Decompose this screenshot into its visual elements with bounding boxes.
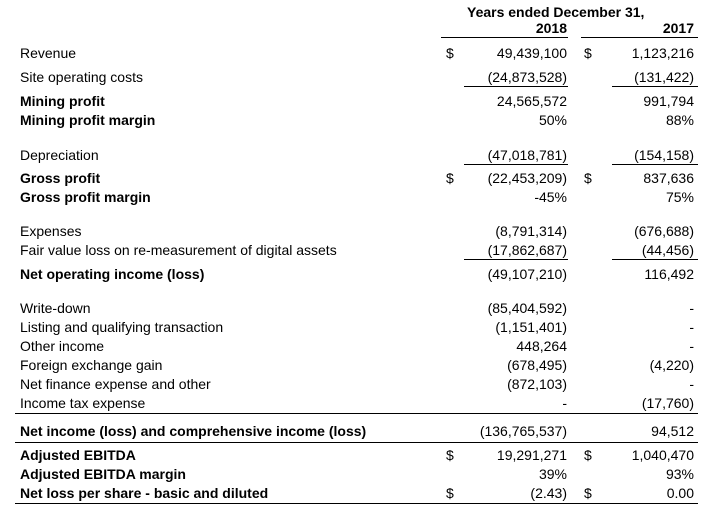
value-2017: (676,688): [634, 223, 694, 239]
value-2018: (17,862,687): [487, 242, 567, 258]
total-rule: [15, 442, 698, 443]
value-2018: 24,565,572: [496, 93, 567, 109]
row-label: Other income: [20, 338, 105, 354]
value-2017: 1,123,216: [631, 45, 694, 61]
header-rule-2018: [441, 37, 568, 38]
value-2018: 50%: [538, 112, 567, 128]
value-2018: (2.43): [530, 485, 567, 501]
period-header: Years ended December 31,: [467, 4, 645, 20]
value-2017: (154,158): [634, 147, 694, 163]
currency-symbol: $: [584, 45, 592, 61]
value-2018: (8,791,314): [495, 223, 567, 239]
value-2017: 88%: [665, 112, 694, 128]
row-label: Net loss per share - basic and diluted: [20, 485, 269, 501]
value-2018: (85,404,592): [487, 300, 567, 316]
subtotal-rule-2018: [464, 259, 568, 260]
row-label: Foreign exchange gain: [20, 357, 163, 373]
row-label: Mining profit: [20, 93, 105, 109]
row-label: Revenue: [20, 45, 77, 61]
value-2017: 837,636: [643, 170, 694, 186]
value-2018: (1,151,401): [495, 319, 567, 335]
value-2017: 75%: [665, 189, 694, 205]
section-rule: [15, 413, 698, 414]
currency-symbol: $: [446, 447, 454, 463]
row-label: Income tax expense: [20, 395, 146, 411]
row-label: Write-down: [20, 300, 91, 316]
value-2018: 49,439,100: [496, 45, 567, 61]
subtotal-rule-2017: [612, 259, 698, 260]
value-2018: (47,018,781): [487, 147, 567, 163]
row-label: Adjusted EBITDA margin: [20, 466, 186, 482]
value-2017: 116,492: [644, 266, 694, 282]
value-2017: -: [689, 319, 694, 335]
row-label: Gross profit margin: [20, 189, 151, 205]
currency-symbol: $: [584, 170, 592, 186]
subtotal-rule-2017: [612, 164, 698, 165]
value-2017: 0.00: [666, 485, 694, 501]
currency-symbol: $: [446, 485, 454, 501]
currency-symbol: $: [584, 447, 592, 463]
subtotal-rule-2017: [612, 86, 698, 87]
value-2018: -: [562, 395, 567, 411]
value-2018: (49,107,210): [487, 266, 567, 282]
value-2018: 448,264: [516, 338, 567, 354]
row-label: Expenses: [20, 223, 82, 239]
currency-symbol: $: [584, 485, 592, 501]
value-2017: -: [689, 300, 694, 316]
row-label: Mining profit margin: [20, 112, 156, 128]
value-2018: (872,103): [507, 376, 567, 392]
value-2018: -45%: [534, 189, 567, 205]
value-2017: -: [689, 376, 694, 392]
row-label: Depreciation: [20, 147, 99, 163]
subtotal-rule-2018: [464, 164, 568, 165]
value-2018: (136,765,537): [479, 423, 567, 439]
value-2018: (678,495): [507, 357, 567, 373]
column-header-2017: 2017: [662, 20, 694, 36]
row-label: Net finance expense and other: [20, 376, 211, 392]
row-label: Site operating costs: [20, 69, 143, 85]
value-2018: (24,873,528): [487, 69, 567, 85]
row-label: Listing and qualifying transaction: [20, 319, 224, 335]
value-2018: 39%: [538, 466, 567, 482]
subtotal-rule-2018: [464, 86, 568, 87]
value-2017: (4,220): [649, 357, 694, 373]
value-2017: 1,040,470: [631, 447, 694, 463]
value-2017: -: [689, 338, 694, 354]
row-label: Net income (loss) and comprehensive inco…: [20, 423, 367, 439]
row-label: Fair value loss on re-measurement of dig…: [20, 242, 337, 258]
currency-symbol: $: [446, 45, 454, 61]
bottom-rule: [15, 503, 698, 504]
value-2017: (44,456): [641, 242, 694, 258]
value-2018: (22,453,209): [487, 170, 567, 186]
row-label: Net operating income (loss): [20, 266, 205, 282]
row-label: Adjusted EBITDA: [20, 447, 136, 463]
column-header-2018: 2018: [535, 20, 567, 36]
value-2018: 19,291,271: [496, 447, 567, 463]
value-2017: 991,794: [643, 93, 694, 109]
value-2017: (131,422): [634, 69, 694, 85]
value-2017: 93%: [665, 466, 694, 482]
value-2017: (17,760): [641, 395, 694, 411]
value-2017: 94,512: [651, 423, 694, 439]
currency-symbol: $: [446, 170, 454, 186]
header-rule-2017: [581, 37, 698, 38]
row-label: Gross profit: [20, 170, 101, 186]
